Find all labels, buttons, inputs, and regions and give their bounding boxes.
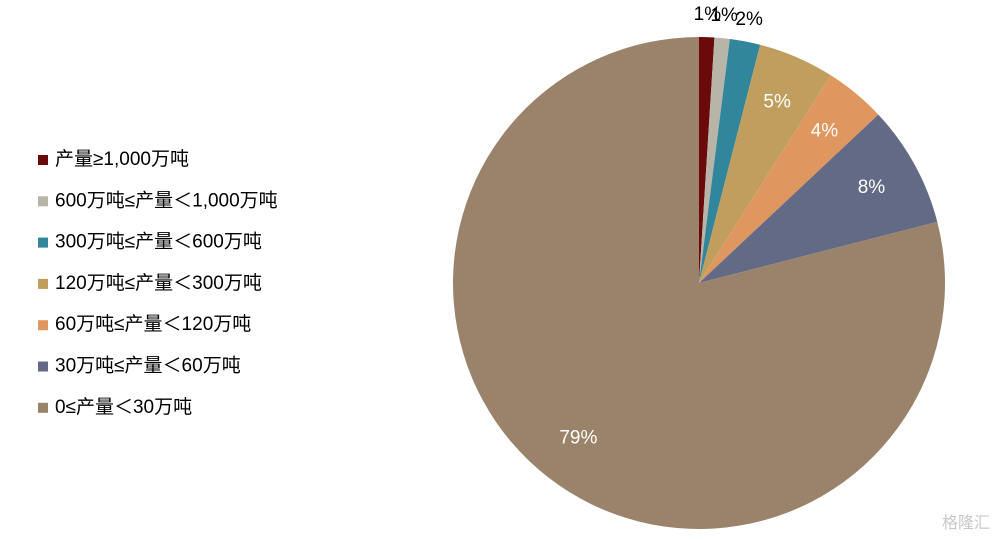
legend-swatch [38, 196, 48, 207]
legend-label: 30万吨≤产量＜60万吨 [55, 355, 241, 377]
legend-swatch [38, 402, 48, 413]
pie-slice [699, 114, 938, 283]
legend-label: 60万吨≤产量＜120万吨 [55, 313, 251, 335]
data-label: 1% [710, 5, 738, 26]
legend-label: 产量≥1,000万吨 [55, 148, 189, 170]
pie-slice [699, 75, 879, 283]
pie-slice [699, 44, 831, 283]
legend-label: 300万吨≤产量＜600万吨 [55, 231, 262, 253]
pie-slice [452, 37, 945, 530]
data-label: 1% [694, 4, 722, 25]
legend-label: 120万吨≤产量＜300万吨 [55, 272, 262, 294]
legend-swatch [38, 155, 48, 165]
pie-slice [699, 38, 761, 283]
legend-swatch [38, 237, 48, 248]
legend-swatch [38, 278, 48, 289]
data-label: 2% [735, 9, 763, 30]
legend-swatch [38, 320, 48, 331]
pie-slice [699, 37, 715, 283]
data-label: 8% [858, 177, 886, 198]
legend-label: 0≤产量＜30万吨 [55, 396, 192, 418]
data-label: 5% [763, 91, 791, 112]
data-label: 4% [811, 120, 839, 141]
legend-label: 600万吨≤产量＜1,000万吨 [55, 189, 278, 211]
watermark: 格隆汇 [942, 514, 990, 532]
data-label: 79% [559, 428, 597, 449]
pie-slice [699, 37, 730, 283]
legend-swatch [38, 361, 48, 372]
